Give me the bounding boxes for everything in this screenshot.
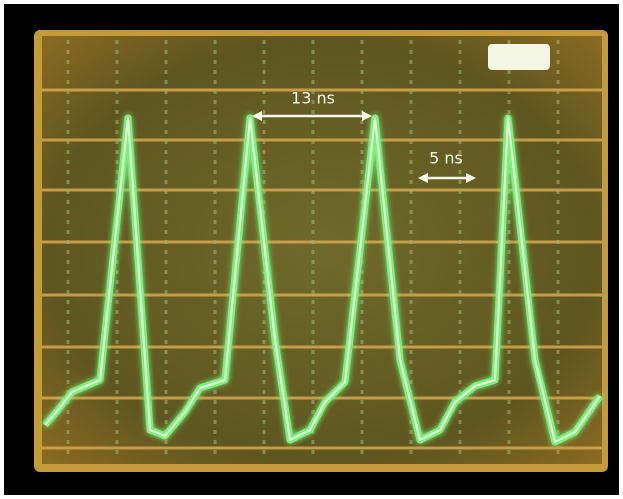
oscilloscope-photo: 13 ns 5 ns	[0, 0, 623, 499]
period-label: 13 ns	[291, 89, 335, 108]
page: 13 ns 5 ns (() => { const data = JSON.pa…	[0, 0, 623, 499]
screen-glare	[488, 44, 550, 70]
pulse-width-label: 5 ns	[429, 149, 463, 168]
